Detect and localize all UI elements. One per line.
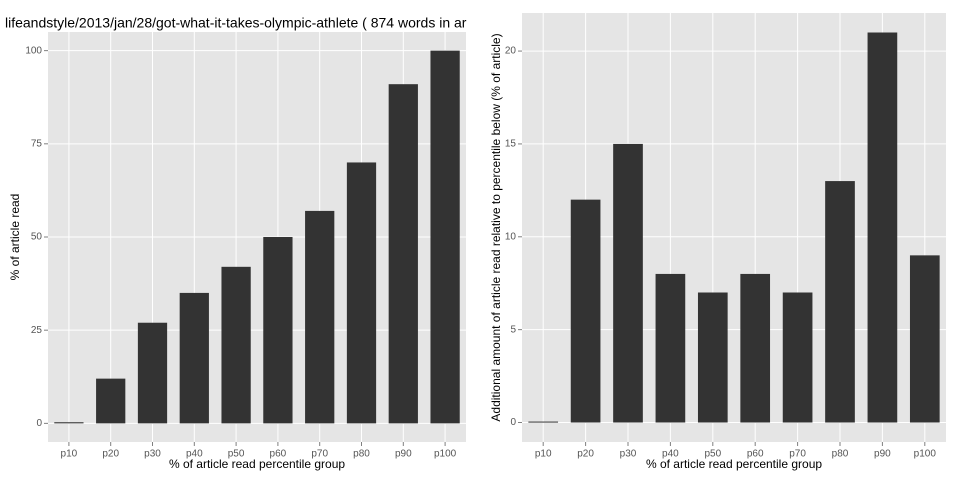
x-tick-label: p60 (747, 449, 764, 460)
x-tick-label: p30 (144, 449, 161, 460)
y-tick-label: 20 (505, 46, 517, 57)
bar (867, 32, 898, 423)
bar (430, 50, 460, 424)
bar (782, 292, 813, 423)
bar (388, 84, 418, 424)
x-tick-label: p100 (434, 449, 457, 460)
x-tick-label: p90 (874, 449, 891, 460)
x-tick-label: p80 (832, 449, 849, 460)
y-axis-title: Additional amount of article read relati… (489, 33, 503, 421)
bar (305, 210, 335, 424)
x-tick-label: p70 (789, 449, 806, 460)
bar (54, 422, 84, 424)
bar (263, 237, 293, 424)
x-tick-label: p30 (620, 449, 637, 460)
y-axis-title: % of article read (8, 194, 22, 281)
x-tick-label: p90 (395, 449, 412, 460)
bar (697, 292, 728, 423)
x-tick-label: p100 (914, 449, 937, 460)
bar (137, 322, 168, 424)
chart: 0 25 50 75 100 p10 p20 p30 p40 p50 p60 p70 p80 p90 p10… (5, 15, 467, 471)
bar (909, 255, 940, 423)
x-tick-label: p20 (102, 449, 119, 460)
y-tick-label: 15 (505, 139, 517, 150)
x-tick-label: p40 (186, 449, 203, 460)
x-tick-label: p40 (662, 449, 679, 460)
x-tick-label: p80 (353, 449, 370, 460)
x-tick-label: p20 (577, 449, 594, 460)
y-tick-label: 75 (31, 138, 43, 149)
x-tick-label: p50 (228, 449, 245, 460)
x-tick-label: p10 (61, 449, 78, 460)
y-tick-label: 50 (31, 232, 43, 243)
x-tick-label: p50 (704, 449, 721, 460)
y-tick-label: 5 (510, 324, 516, 335)
x-axis-title: % of article read percentile group (646, 457, 822, 471)
bar (825, 181, 855, 423)
bar (613, 143, 643, 423)
x-tick-label: p70 (311, 449, 328, 460)
bar (528, 421, 559, 423)
x-tick-label: p10 (535, 449, 552, 460)
y-tick-label: 10 (505, 231, 517, 242)
bar (570, 199, 601, 423)
chart: 0 5 10 15 20 p10 p20 p30 p40 p50 p60 p70 p80 p90 p100%… (489, 13, 946, 471)
y-tick-label: 25 (31, 325, 43, 336)
bar (740, 273, 771, 423)
chart-title: lifeandstyle/2013/jan/28/got-what-it-tak… (5, 15, 467, 31)
bar (346, 162, 377, 424)
bar (179, 292, 209, 424)
y-tick-label: 100 (25, 45, 42, 56)
bar (221, 266, 251, 424)
x-axis-title: % of article read percentile group (169, 457, 345, 471)
y-tick-label: 0 (36, 418, 42, 429)
y-tick-label: 0 (510, 417, 516, 428)
bar (655, 273, 686, 423)
x-tick-label: p60 (270, 449, 287, 460)
bar (96, 378, 126, 424)
